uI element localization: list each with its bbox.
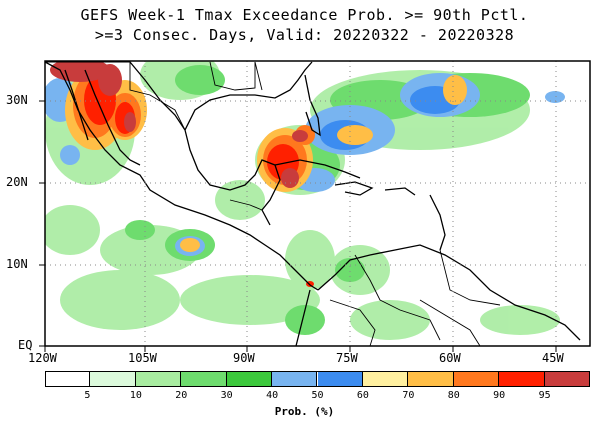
colorbar-swatch	[181, 371, 227, 387]
colorbar-swatch	[362, 371, 409, 387]
colorbar-tick-label: 5	[84, 390, 91, 401]
lat-label-eq: EQ	[18, 338, 33, 352]
colorbar-swatch	[90, 371, 136, 387]
colorbar-title: Prob. (%)	[274, 405, 335, 418]
lon-label-120w: 120W	[28, 351, 57, 365]
map-title-line2: >=3 Consec. Days, Valid: 20220322 - 2022…	[94, 26, 515, 44]
colorbar-tick-label: 20	[175, 390, 188, 401]
colorbar-swatch	[317, 371, 363, 387]
colorbar-swatch	[272, 371, 318, 387]
lat-label-30n: 30N	[6, 93, 28, 107]
probability-shading	[45, 61, 590, 346]
colorbar-tick-label: 40	[266, 390, 279, 401]
colorbar-tick-label: 60	[356, 390, 369, 401]
colorbar-swatch	[499, 371, 545, 387]
colorbar-tick-label: 80	[447, 390, 460, 401]
colorbar-frame	[45, 371, 590, 387]
colorbar-tick-label: 95	[538, 390, 551, 401]
lon-label-105w: 105W	[128, 351, 157, 365]
map-title-line1: GEFS Week-1 Tmax Exceedance Prob. >= 90t…	[80, 6, 529, 24]
colorbar-swatch	[453, 371, 500, 387]
colorbar-tick-label: 30	[220, 390, 233, 401]
lon-label-45w: 45W	[542, 351, 564, 365]
colorbar-swatch	[45, 371, 91, 387]
map-frame	[44, 60, 591, 347]
lon-label-75w: 75W	[336, 351, 358, 365]
colorbar-tick-label: 70	[402, 390, 415, 401]
lat-label-20n: 20N	[6, 175, 28, 189]
colorbar-swatch	[135, 371, 182, 387]
lat-label-10n: 10N	[6, 257, 28, 271]
colorbar-swatch	[408, 371, 454, 387]
colorbar-tick-label: 90	[493, 390, 506, 401]
colorbar-tick-label: 10	[129, 390, 142, 401]
lon-label-90w: 90W	[233, 351, 255, 365]
colorbar-tick-label: 50	[311, 390, 324, 401]
colorbar-swatch	[226, 371, 273, 387]
lon-label-60w: 60W	[439, 351, 461, 365]
